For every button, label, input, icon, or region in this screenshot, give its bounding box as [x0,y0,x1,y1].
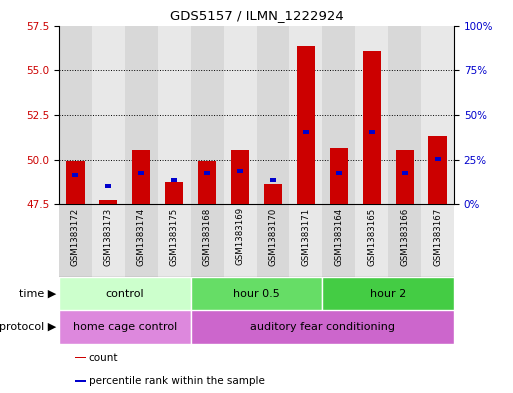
Bar [396,150,413,204]
Bar [105,184,111,187]
Bar [289,204,322,277]
Bar [125,26,157,204]
Bar [59,204,92,277]
Bar [158,204,191,277]
Bar [231,150,249,204]
Text: control: control [106,289,144,299]
Bar [165,182,183,204]
Bar [256,26,289,204]
Text: GSM1383170: GSM1383170 [268,207,278,266]
Text: time ▶: time ▶ [19,289,56,299]
Title: GDS5157 / ILMN_1222924: GDS5157 / ILMN_1222924 [170,9,343,22]
Text: hour 2: hour 2 [370,289,406,299]
Text: protocol ▶: protocol ▶ [0,322,56,332]
Bar [59,26,92,204]
Bar [139,171,144,175]
Bar [191,26,224,204]
Text: GSM1383169: GSM1383169 [235,207,245,265]
Text: GSM1383168: GSM1383168 [203,207,212,266]
Bar [59,310,191,344]
Text: GSM1383165: GSM1383165 [367,207,376,266]
Bar [402,171,408,175]
Bar [355,26,388,204]
Bar [204,171,210,175]
Text: GSM1383164: GSM1383164 [334,207,343,266]
Bar [388,26,421,204]
Bar [289,26,322,204]
Bar [435,157,441,161]
Text: hour 0.5: hour 0.5 [233,289,280,299]
Bar [355,204,388,277]
Bar [428,136,447,204]
Bar [237,169,243,173]
Bar [363,51,381,204]
Bar [125,204,158,277]
Bar [322,277,454,310]
Bar [66,161,85,204]
Bar [388,204,421,277]
Bar [92,26,125,204]
Bar [322,26,355,204]
Bar [75,357,86,358]
Text: home cage control: home cage control [73,322,177,332]
Text: count: count [89,353,118,363]
Bar [369,130,374,134]
Text: GSM1383174: GSM1383174 [137,207,146,266]
Bar [303,130,309,134]
Text: GSM1383172: GSM1383172 [71,207,80,266]
Bar [92,204,125,277]
Bar [132,150,150,204]
Bar [322,204,355,277]
Bar [171,178,177,182]
Bar [270,178,276,182]
Bar [157,26,191,204]
Bar [191,277,322,310]
Bar [297,46,315,204]
Bar [75,380,86,382]
Bar [264,184,282,204]
Bar [72,173,78,177]
Bar [224,26,256,204]
Text: GSM1383173: GSM1383173 [104,207,113,266]
Bar [336,171,342,175]
Text: GSM1383171: GSM1383171 [301,207,310,266]
Bar [191,310,454,344]
Bar [256,204,289,277]
Bar [330,148,348,204]
Bar [191,204,224,277]
Bar [224,204,256,277]
Text: GSM1383167: GSM1383167 [433,207,442,266]
Bar [421,204,454,277]
Text: GSM1383166: GSM1383166 [400,207,409,266]
Text: percentile rank within the sample: percentile rank within the sample [89,376,265,386]
Text: auditory fear conditioning: auditory fear conditioning [250,322,395,332]
Bar [100,200,117,204]
Bar [198,161,216,204]
Bar [59,277,191,310]
Text: GSM1383175: GSM1383175 [170,207,179,266]
Bar [421,26,454,204]
